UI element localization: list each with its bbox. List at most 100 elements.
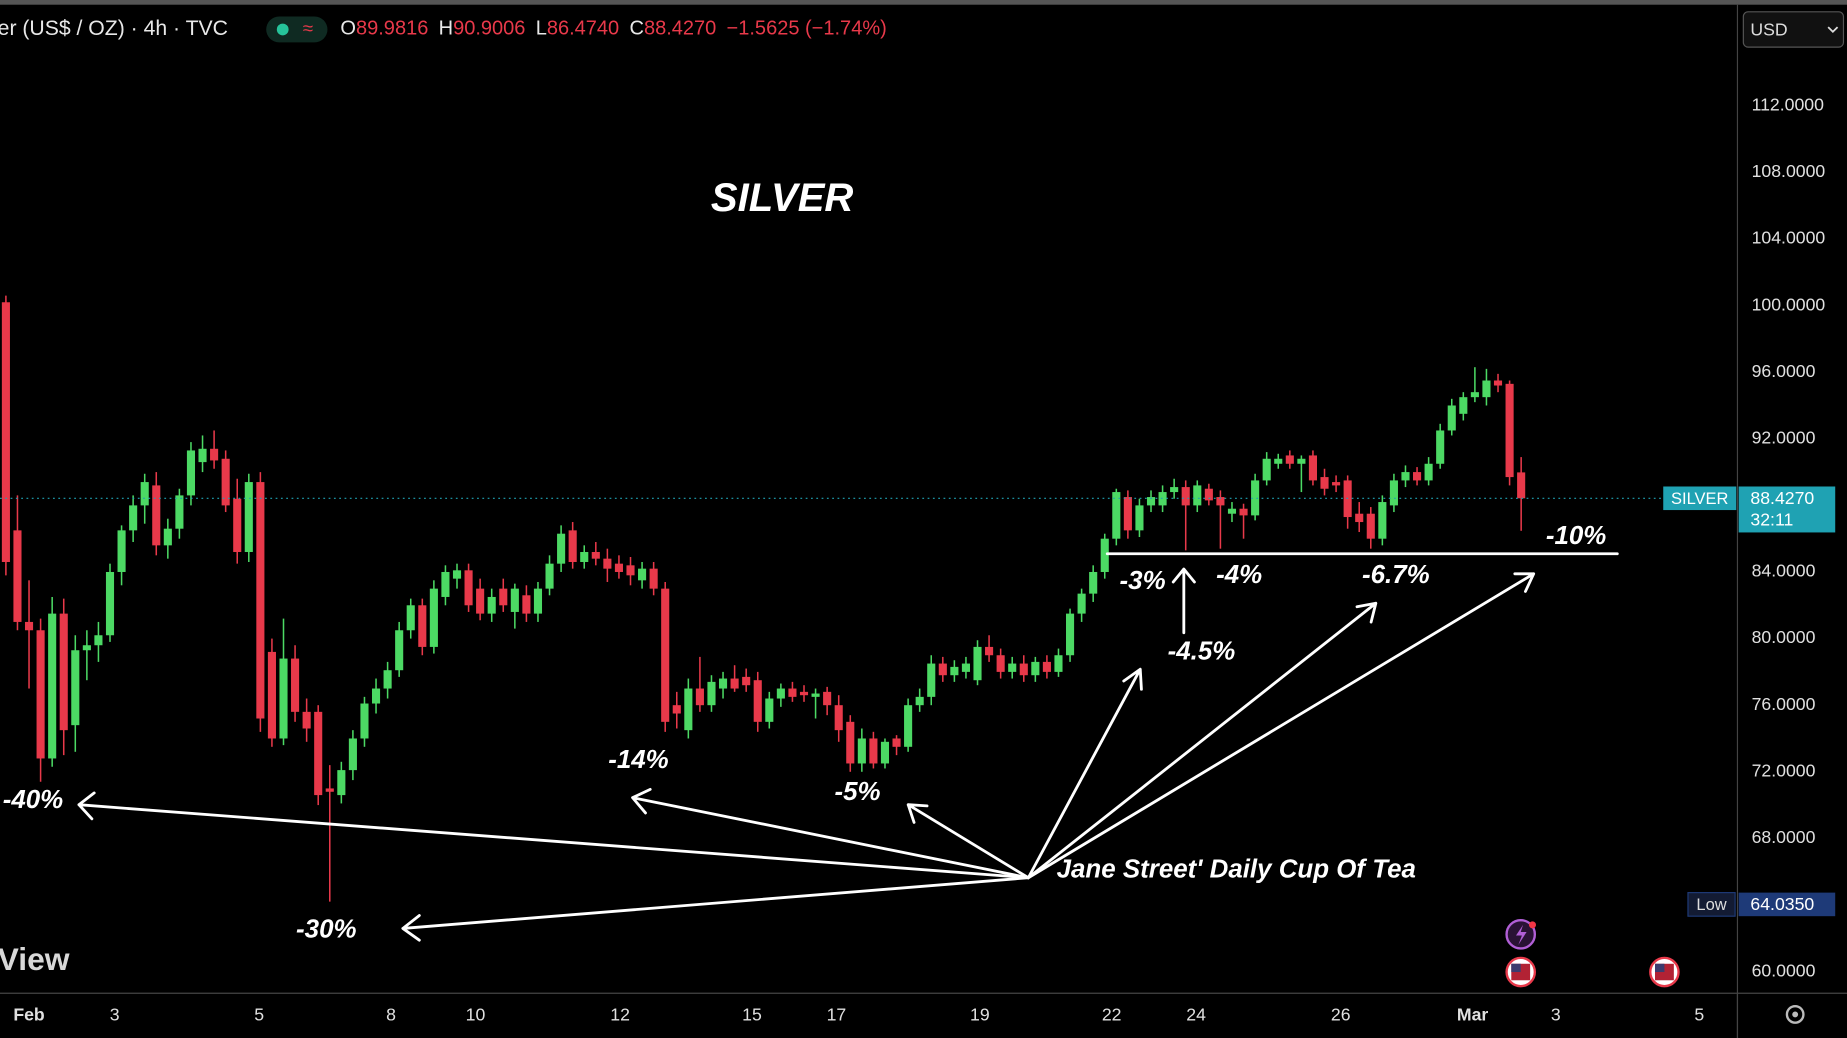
watermark: View [0,941,70,977]
candle-body [198,448,207,463]
candle-body [776,688,785,699]
currency-select[interactable] [1742,11,1845,48]
y-tick-label: 108.0000 [1752,161,1826,181]
candle-body [1170,487,1179,493]
candle-body [1493,380,1503,386]
candle-body [1251,480,1260,516]
candle-body [1436,430,1445,464]
candle-body [938,663,947,676]
annotation: Jane Street' Daily Cup Of Tea [1057,856,1416,884]
annotation: -30% [296,916,356,944]
candle-body [1031,661,1040,676]
x-tick-label: 17 [827,1004,847,1024]
candle-body [221,458,230,506]
candle-body [1355,513,1364,523]
open-label: O [340,18,356,40]
low-name-tag [1687,892,1736,917]
y-tick-label: 76.0000 [1752,694,1816,714]
candle-body [371,688,381,704]
candle-body [105,571,115,636]
x-tick-label: 8 [386,1004,396,1024]
candle-body [846,721,855,764]
candle-body [210,448,219,461]
candle-body [383,670,392,689]
candle-body [1320,477,1329,489]
candle-body [799,691,809,696]
candle-body [695,688,704,706]
candle-body [927,663,936,697]
x-tick-label: Mar [1457,1004,1489,1024]
annotation: -4.5% [1168,638,1236,666]
event-icons [1505,919,1680,988]
flag-canton [1654,963,1665,973]
candle-body [1089,571,1098,594]
candle-body [1285,455,1294,464]
candle-body [395,630,404,671]
candle-body [533,588,543,614]
data-status: ≈ [303,17,313,38]
settings[interactable] [1785,1005,1805,1024]
x-tick-label: 3 [110,1004,120,1024]
candle-body [661,588,670,722]
candle-body [1505,383,1514,478]
candle-body [614,563,623,572]
candle-body [256,482,265,719]
low-label: 64.0350 [1750,894,1814,914]
candle-body [603,558,612,569]
close-label: C [629,18,643,40]
candle-body [1181,487,1190,506]
candle-body [129,505,138,531]
change: −1.5625 (−1.74%) [727,18,887,40]
candle-body [626,565,635,576]
candle-body [360,703,369,739]
candle-body [337,770,346,796]
chart-title: SILVER [711,176,853,220]
status-pill[interactable] [266,16,328,43]
candle-body [163,528,172,546]
candle-body [1332,482,1341,486]
annotation: -4% [1216,561,1262,589]
high-value: 90.9006 [453,18,525,40]
candle-body [71,650,80,726]
arrow [401,876,1030,942]
top-border [0,0,1847,5]
candle-body [499,588,508,606]
candle-body [13,530,22,622]
candle-body [985,646,994,656]
candle-body [94,635,103,646]
candle-body [48,613,57,759]
candle-body [545,563,554,589]
candle-body [672,705,681,714]
x-tick-label: 5 [254,1004,264,1024]
candle-body [568,530,577,562]
x-tick-label: 19 [970,1004,990,1024]
y-tick-label: 80.0000 [1752,627,1816,647]
x-tick-label: Feb [13,1004,45,1024]
arrow [1026,572,1536,880]
candle-body [1389,480,1398,506]
candle-body [452,570,462,579]
market-status [276,23,289,36]
symbol: er (US$ / OZ) · 4h · TVC [0,17,228,40]
candle-body [1274,458,1283,464]
candle-body [1042,661,1051,672]
low-name: Low [1696,896,1726,914]
candle-body [892,738,901,747]
open-value: 89.9816 [356,18,428,40]
candle-body [1482,380,1491,398]
candle-body [244,482,253,553]
candle-body [753,680,762,722]
candle-body [1262,458,1271,481]
arrow [1026,667,1143,880]
bolt [1516,924,1527,945]
candle-body [834,705,843,731]
last-price-tag [1738,486,1836,533]
last-price-label: 88.4270 [1750,488,1814,508]
candle-body [1378,502,1387,539]
candle-body [233,498,242,553]
x-tick-label: 26 [1331,1004,1351,1024]
candle-body [1401,472,1410,481]
candle-body [1413,472,1422,481]
candle-body [476,588,485,614]
